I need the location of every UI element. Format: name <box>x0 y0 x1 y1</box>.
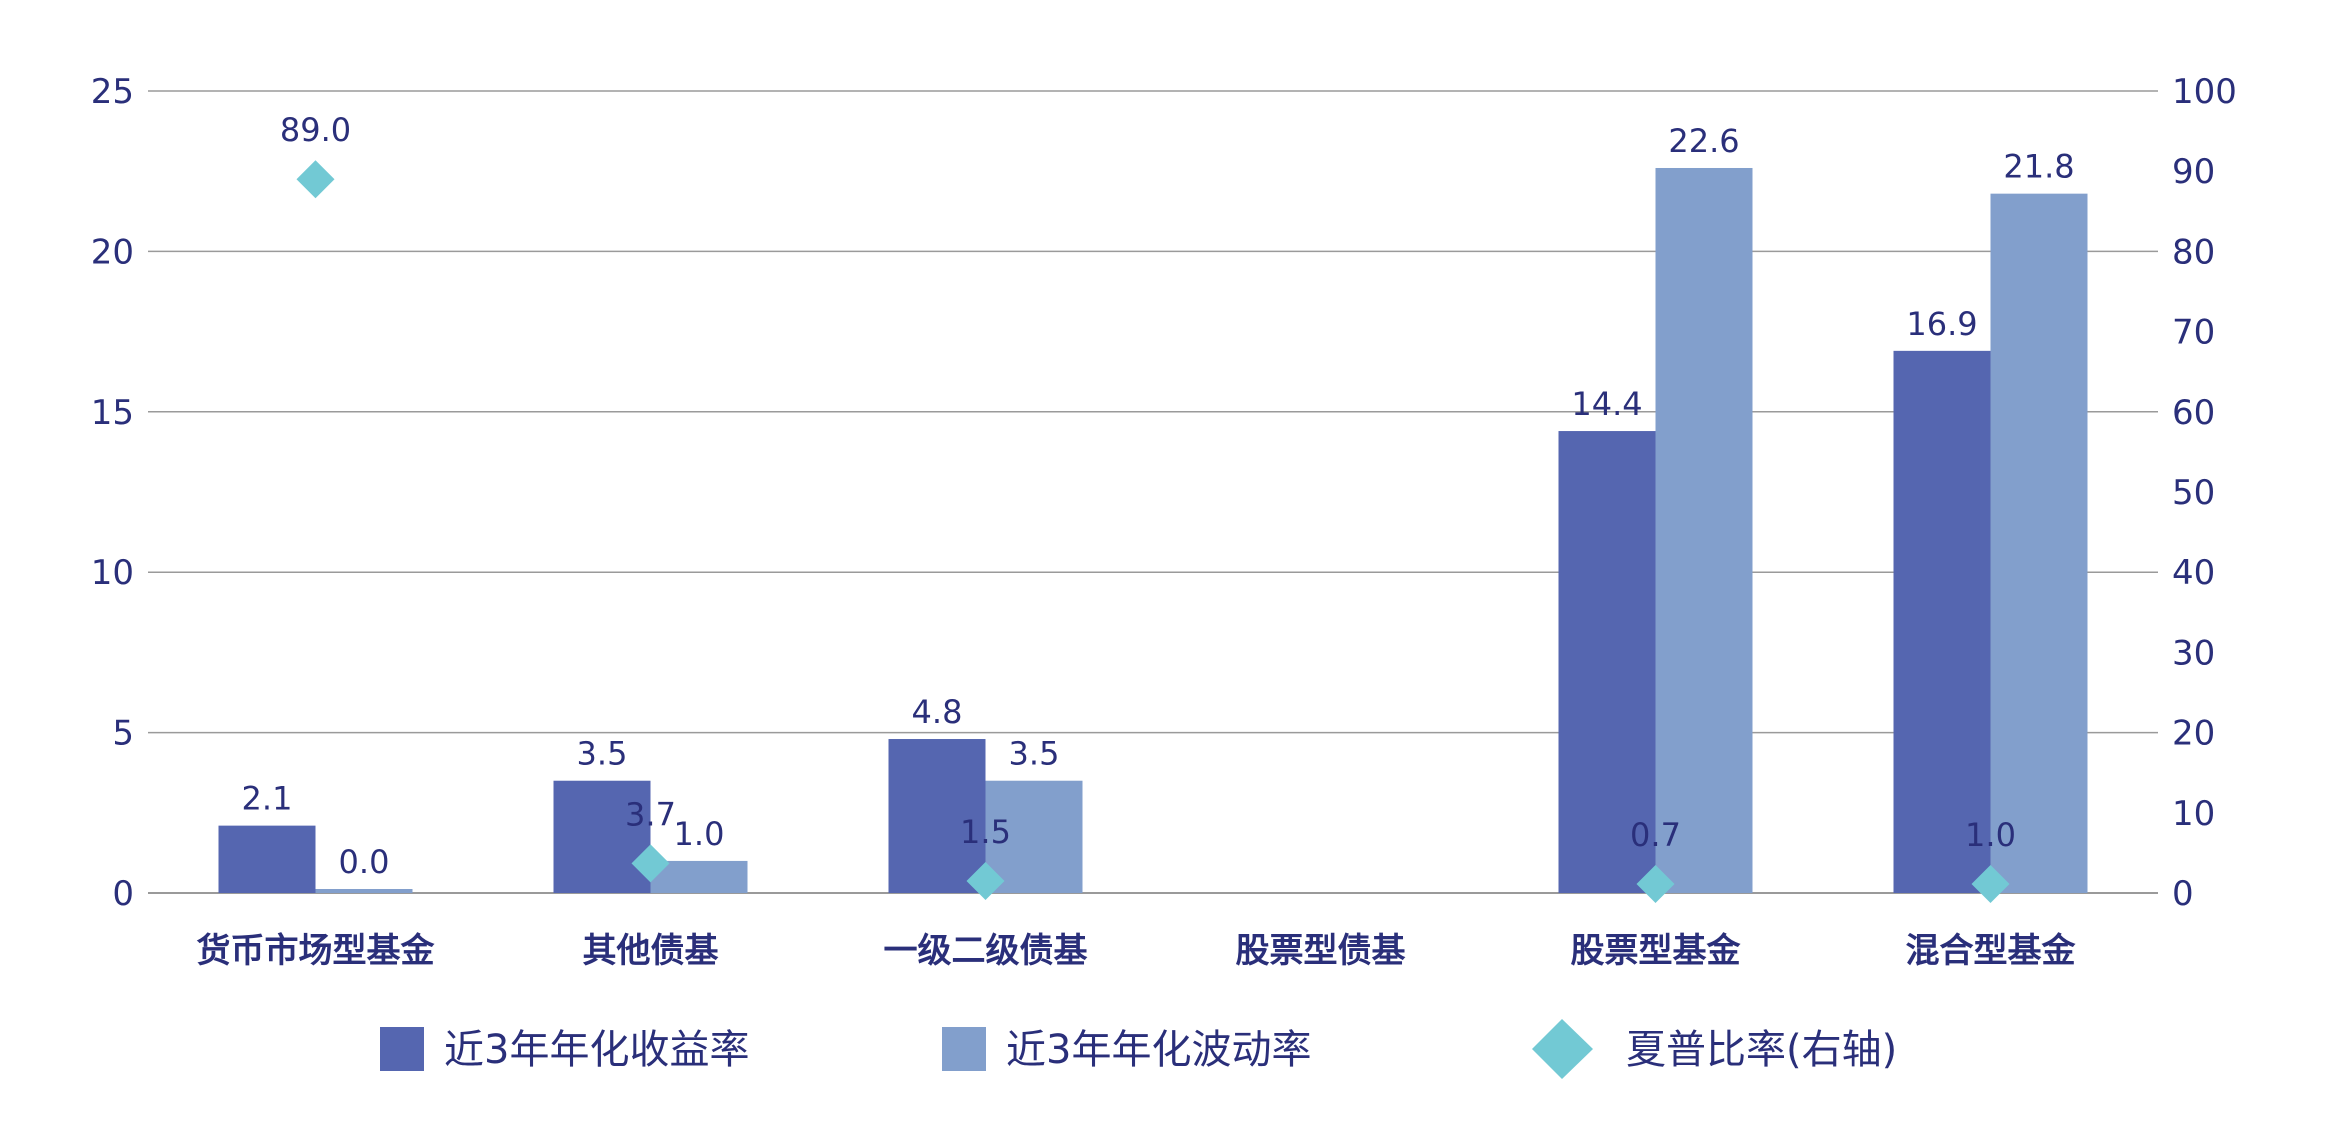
right-tick-label: 60 <box>2172 393 2215 433</box>
bar-value-label: 0.0 <box>339 843 390 881</box>
legend-label-sharpe: 夏普比率(右轴) <box>1626 1027 1897 1073</box>
sharpe-markers <box>296 160 2010 903</box>
legend-swatch-return <box>380 1027 424 1071</box>
legend-label-volatility: 近3年年化波动率 <box>1006 1027 1311 1073</box>
bars <box>218 167 2088 893</box>
bar-return <box>553 780 651 893</box>
sharpe-marker <box>631 844 670 883</box>
sharpe-value-label: 89.0 <box>280 111 351 149</box>
sharpe-value-label: 0.7 <box>1630 816 1681 854</box>
left-tick-label: 10 <box>91 553 134 593</box>
bar-value-label: 3.5 <box>1009 735 1060 773</box>
bar-volatility <box>315 889 413 893</box>
left-tick-label: 15 <box>91 393 134 433</box>
bar-value-label: 4.8 <box>912 693 963 731</box>
sharpe-value-label: 1.5 <box>960 813 1011 851</box>
gridlines <box>148 90 2158 894</box>
right-tick-label: 0 <box>2172 874 2194 914</box>
right-tick-label: 50 <box>2172 473 2215 513</box>
bar-value-label: 3.5 <box>577 735 628 773</box>
right-tick-label: 40 <box>2172 553 2215 593</box>
left-tick-label: 5 <box>112 714 134 754</box>
data-labels: 2.10.089.03.51.03.74.83.51.514.422.60.71… <box>242 111 2075 881</box>
bar-volatility <box>1655 167 1753 893</box>
bar-return <box>1893 350 1991 893</box>
left-tick-label: 20 <box>91 232 134 272</box>
legend-swatch-volatility <box>942 1027 986 1071</box>
sharpe-marker <box>296 160 335 199</box>
bar-value-label: 1.0 <box>674 815 725 853</box>
bar-value-label: 16.9 <box>1906 305 1977 343</box>
bar-value-label: 21.8 <box>2003 148 2074 186</box>
legend-label-return: 近3年年化收益率 <box>444 1027 749 1073</box>
left-axis: 0 5 10 15 20 25 <box>91 72 134 914</box>
right-tick-label: 30 <box>2172 633 2215 673</box>
bar-value-label: 2.1 <box>242 780 293 818</box>
right-tick-label: 10 <box>2172 794 2215 834</box>
legend-swatch-sharpe <box>1532 1019 1593 1079</box>
right-tick-label: 80 <box>2172 232 2215 272</box>
sharpe-value-label: 3.7 <box>625 795 676 833</box>
left-tick-label: 0 <box>112 874 134 914</box>
right-tick-label: 20 <box>2172 714 2215 754</box>
category-label: 混合型基金 <box>1906 931 2077 971</box>
sharpe-marker <box>966 861 1005 900</box>
sharpe-marker <box>1636 865 1675 903</box>
right-tick-label: 90 <box>2172 152 2215 192</box>
right-tick-label: 70 <box>2172 313 2215 353</box>
bar-volatility <box>985 780 1083 893</box>
sharpe-value-label: 1.0 <box>1965 816 2016 854</box>
category-label: 股票型基金 <box>1571 931 1742 971</box>
bar-return <box>888 739 986 893</box>
category-label: 货币市场型基金 <box>197 931 436 971</box>
legend: 近3年年化收益率 近3年年化波动率 夏普比率(右轴) <box>380 1019 1897 1079</box>
bar-return <box>1558 431 1656 893</box>
category-label: 一级二级债基 <box>884 931 1088 971</box>
bar-return <box>218 825 316 893</box>
category-axis: 货币市场型基金 其他债基 一级二级债基 股票型债基 股票型基金 混合型基金 <box>197 931 2077 971</box>
category-label: 其他债基 <box>583 931 719 971</box>
bar-volatility <box>1990 193 2088 893</box>
sharpe-marker <box>1971 865 2010 903</box>
bar-value-label: 14.4 <box>1571 385 1642 423</box>
category-label: 股票型债基 <box>1236 931 1406 971</box>
bar-volatility <box>650 860 748 893</box>
left-tick-label: 25 <box>91 72 134 112</box>
right-axis: 0 10 20 30 40 50 60 70 80 90 100 <box>2172 72 2237 914</box>
bar-value-label: 22.6 <box>1668 122 1739 160</box>
right-tick-label: 100 <box>2172 72 2237 112</box>
